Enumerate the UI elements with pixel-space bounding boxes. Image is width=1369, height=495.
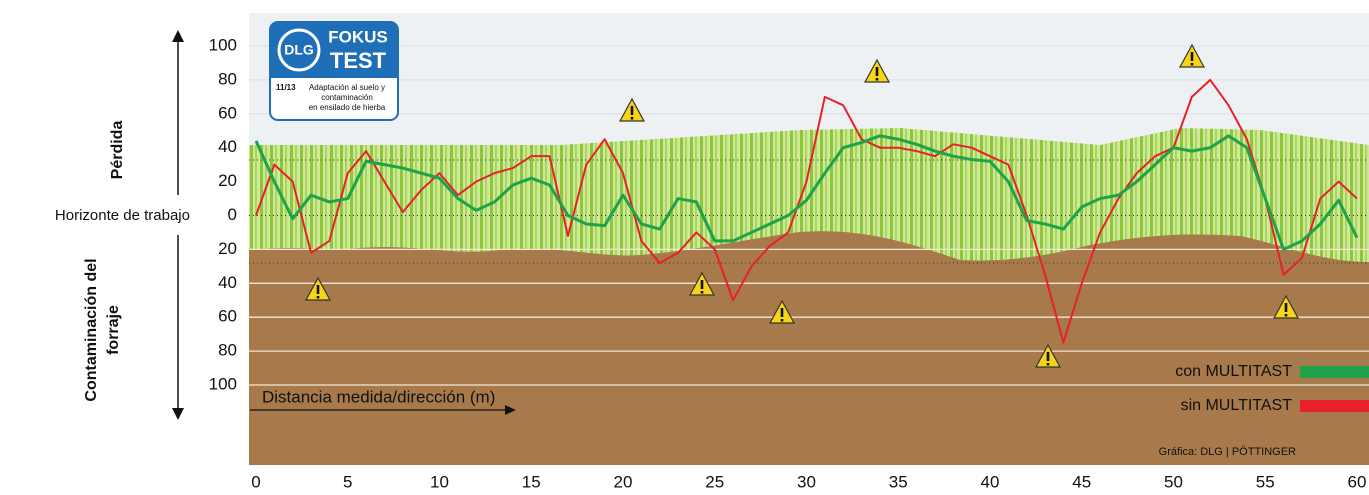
y-tick-label: 100 (209, 374, 237, 393)
y-tick-label: 80 (218, 69, 237, 88)
x-tick-label: 60 (1348, 472, 1367, 491)
badge-code: 11/13 (276, 83, 296, 92)
y-tick-label: 100 (209, 35, 237, 54)
legend-label: con MULTITAST (1175, 363, 1292, 380)
x-tick-label: 5 (343, 472, 352, 491)
y-tick-label: 20 (218, 239, 237, 258)
legend: con MULTITAST sin MULTITAST (1175, 363, 1369, 414)
badge-line2: TEST (330, 48, 387, 73)
soil (249, 231, 1369, 465)
y-label-top: Pérdida (109, 121, 126, 180)
x-tick-label: 0 (251, 472, 260, 491)
zero-label: Horizonte de trabajo (55, 207, 190, 224)
badge: DLG FOKUS TEST 11/13 Adaptación al suelo… (269, 21, 399, 121)
x-tick-label: 45 (1072, 472, 1091, 491)
loss-arrow-head (172, 30, 184, 42)
x-tick-label: 50 (1164, 472, 1183, 491)
badge-description: contaminación (321, 93, 373, 102)
y-label-bottom: forraje (105, 305, 122, 355)
legend-label: sin MULTITAST (1181, 397, 1293, 414)
y-tick-label: 20 (218, 171, 237, 190)
x-axis-label: Distancia medida/dirección (m) (262, 387, 495, 406)
credit: Gráfica: DLG | PÖTTINGER (1159, 446, 1296, 458)
x-tick-label: 30 (797, 472, 816, 491)
badge-line1: FOKUS (328, 27, 388, 46)
x-tick-label: 40 (981, 472, 1000, 491)
series-line (254, 134, 1359, 251)
x-tick-label: 55 (1256, 472, 1275, 491)
legend-swatch (1300, 366, 1369, 378)
y-tick-label: 0 (228, 205, 237, 224)
badge-description: Adaptación al suelo y (309, 83, 385, 92)
x-tick-label: 20 (614, 472, 633, 491)
badge-brand: DLG (284, 42, 314, 58)
badge-description: en ensilado de hierba (309, 103, 386, 112)
x-tick-label: 10 (430, 472, 449, 491)
y-tick-label: 60 (218, 103, 237, 122)
y-tick-label: 40 (218, 137, 237, 156)
x-tick-label: 25 (705, 472, 724, 491)
legend-swatch (1300, 400, 1369, 412)
y-label-bottom: Contaminación del (83, 258, 100, 401)
y-tick-label: 80 (218, 341, 237, 360)
y-tick-label: 60 (218, 307, 237, 326)
contamination-arrow-head (172, 408, 184, 420)
x-arrow-head (505, 405, 516, 415)
x-tick-label: 15 (522, 472, 541, 491)
x-tick-label: 35 (889, 472, 908, 491)
y-tick-label: 40 (218, 273, 237, 292)
